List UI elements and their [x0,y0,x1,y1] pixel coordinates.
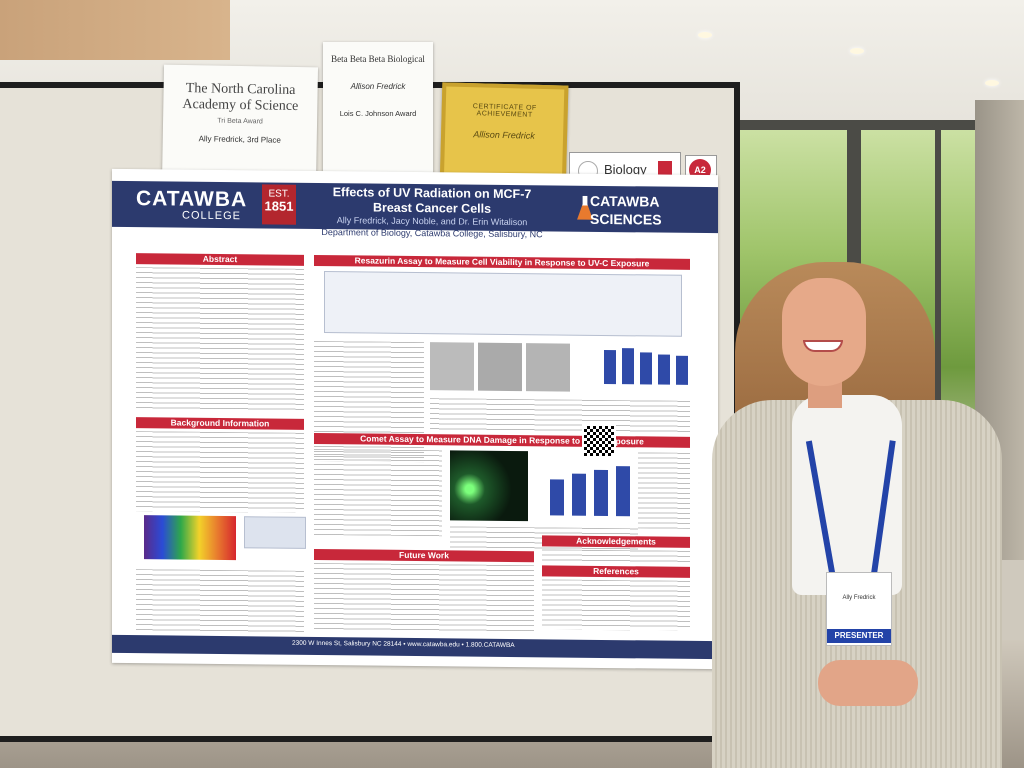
sciences-logo: CATAWBA SCIENCES [590,192,662,229]
comet-bar [594,469,608,517]
background-text [136,431,304,513]
certificate-recipient: Ally Fredrick, 3rd Place [198,134,281,145]
micrograph-2 [478,342,522,392]
wood-ceiling-panel [0,0,230,60]
comet-side-text [638,452,690,529]
comet-micrograph [450,450,528,522]
certificate-title: The North Carolina Academy of Science [182,81,299,115]
certificate-subtitle: Tri Beta Award [217,117,263,126]
catawba-flag-icon [658,161,672,177]
qr-code [582,424,616,458]
resazurin-results-text [430,398,690,435]
certificate-title: Beta Beta Beta Biological [331,54,425,64]
future-work-text [314,562,534,634]
sciences-line1: CATAWBA [590,192,660,210]
beta-beta-beta-certificate: Beta Beta Beta Biological Allison Fredri… [323,42,433,187]
micrograph-3 [526,343,570,392]
sciences-line2: SCIENCES [590,210,662,228]
background-heading: Background Information [136,417,304,430]
ceiling-light [985,80,999,86]
acknowledgements-heading: Acknowledgements [542,535,690,548]
comet-bar [616,466,630,517]
background-notes [136,569,304,633]
comet-bar [572,473,586,516]
references-text [542,579,690,631]
nc-academy-certificate: The North Carolina Academy of Science Tr… [161,64,319,186]
viability-bar [622,348,634,385]
poster-department: Department of Biology, Catawba College, … [321,227,543,240]
hands [818,660,918,706]
background-figure [244,516,306,549]
college-name: CATAWBA [136,187,248,212]
resazurin-protocol-figure [324,271,682,337]
face [782,278,866,386]
est-badge: EST. 1851 [262,184,296,225]
viability-bar [604,349,616,385]
uv-spectrum-figure [144,515,236,561]
certificate-recipient: Allison Fredrick [350,82,406,91]
name-badge: Ally Fredrick PRESENTER [826,572,892,646]
micrograph-1 [430,342,474,391]
ceiling-light [850,48,864,54]
acknowledgements-text [542,549,690,565]
viability-bar [676,355,688,385]
est-year: 1851 [264,198,294,214]
ceiling-light [698,32,712,38]
certificate-recipient: Allison Fredrick [473,129,535,141]
comet-method-text [314,448,442,537]
abstract-text [136,267,304,411]
certificate-title: CERTIFICATE OF ACHIEVEMENT [472,103,537,119]
badge-role: PRESENTER [827,629,891,643]
college-sub: COLLEGE [182,209,241,223]
resazurin-heading: Resazurin Assay to Measure Cell Viabilit… [314,254,690,270]
smile [803,340,843,352]
viability-bar [658,354,670,385]
comet-bar [550,479,564,516]
future-work-heading: Future Work [314,548,534,563]
badge-name: Ally Fredrick [842,595,876,601]
references-heading: References [542,565,690,578]
poster-title: Effects of UV Radiation on MCF-7 Breast … [332,185,532,216]
abstract-heading: Abstract [136,253,304,266]
research-poster: CATAWBA COLLEGE EST. 1851 Effects of UV … [112,168,718,670]
certificate-award: Lois C. Johnson Award [339,109,417,118]
viability-bar [640,352,652,385]
